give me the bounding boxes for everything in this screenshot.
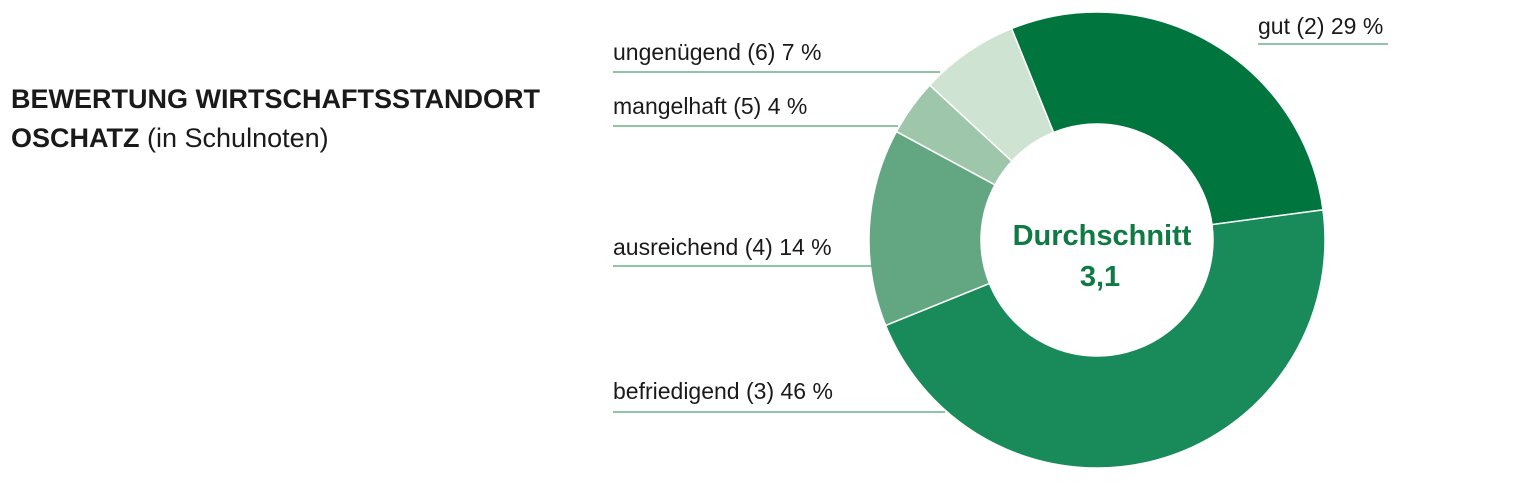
donut-slices (868, 11, 1326, 469)
center-value: 3,1 (1080, 261, 1120, 293)
slice-label-4: mangelhaft (5) 4 % (613, 93, 807, 119)
label-leader-lines (613, 43, 1388, 413)
chart-title-note: (in Schulnoten) (147, 123, 329, 153)
slice-label-3: ausreichend (4) 14 % (613, 234, 832, 260)
chart-title: BEWERTUNG WIRTSCHAFTSSTANDORT OSCHATZ (i… (11, 80, 540, 158)
chart-title-line-1: BEWERTUNG WIRTSCHAFTSSTANDORT (11, 84, 540, 114)
donut-slice-1 (1010, 11, 1324, 226)
chart-title-line-2: OSCHATZ (in Schulnoten) (11, 119, 540, 158)
donut-slice-2 (884, 209, 1326, 469)
slice-label-5: ungenügend (6) 7 % (613, 39, 821, 65)
chart-title-location: OSCHATZ (11, 123, 140, 153)
center-label: Durchschnitt (1013, 220, 1192, 252)
slice-label-1: gut (2) 29 % (1258, 13, 1383, 39)
slice-labels: gut (2) 29 % befriedigend (3) 46 % ausreic… (613, 13, 1383, 404)
slice-label-2: befriedigend (3) 46 % (613, 378, 833, 404)
donut-slice-5 (928, 27, 1055, 163)
